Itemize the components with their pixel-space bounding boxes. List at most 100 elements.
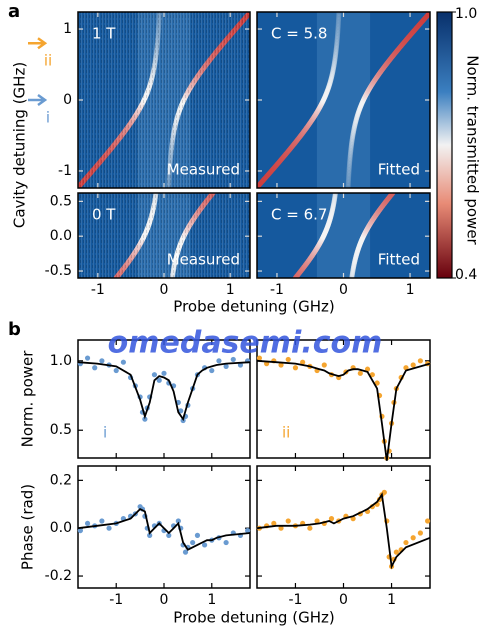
y-tick-label: -0.2 [45,568,72,584]
plot-frame [77,11,251,189]
x-tick-label: 1 [226,282,235,298]
heatmap [257,12,430,188]
y-tick-label: 0.2 [50,472,72,488]
data-point [424,518,431,524]
y-axis-label: Phase (rad) [19,484,37,570]
panel-tag: 1 T [92,25,116,43]
y-tick-label: 1 [63,21,72,37]
plot-frame [77,192,251,279]
x-tick-label: 1 [207,592,216,608]
data-point [190,539,196,546]
annotation: ii [282,424,290,442]
x-tick-label: 0 [339,592,348,608]
data-point [223,363,229,369]
data-point [328,516,335,522]
data-point [202,542,208,548]
data-point [166,532,172,538]
x-tick-label: 1 [387,592,396,608]
data-point [285,356,291,363]
data-point [393,549,399,555]
y-tick-label: -0.5 [45,263,72,279]
data-point [120,359,126,365]
plot-frame [77,465,251,589]
data-point [369,372,375,378]
data-point [178,408,184,414]
data-point [77,527,83,534]
data-point [209,367,215,374]
data-point [84,520,91,527]
data-point [403,365,409,371]
fit-line [77,508,251,551]
data-point [410,362,416,368]
x-tick-label: -1 [91,282,105,298]
colorbar [436,11,453,279]
data-point [278,362,284,368]
heatmap [78,12,250,188]
data-point [99,518,105,524]
panel-tag: Measured [167,161,240,179]
data-point [364,366,371,372]
colorbar-label: Norm. transmitted power [464,55,482,245]
data-point [410,535,416,541]
heatmap [257,193,430,278]
x-tick-label: 1 [406,282,415,298]
data-point [147,532,153,538]
plot-frame [256,11,431,189]
heatmap [78,193,250,278]
data-point [285,518,291,524]
fit-line [77,361,251,422]
heatmap-bg [257,12,430,188]
colorbar-tick-label: 0.4 [455,267,477,283]
plot-frame [256,465,431,589]
data-point [256,355,263,361]
data-point [99,358,105,364]
colorbar-tick-label: 1.0 [455,6,477,22]
plot-frame [77,339,251,459]
y-tick-label: 0.5 [50,193,72,209]
data-point [278,525,284,531]
data-point [245,527,251,534]
fit-line [256,492,431,570]
x-tick-label: 0 [160,592,169,608]
x-tick-label: -1 [288,592,302,608]
panel-tag: Measured [167,251,240,269]
arrow [28,93,48,107]
arrow [28,37,48,50]
panel-tag: Fitted [378,251,420,269]
data-point [161,370,167,376]
data-point [92,365,98,371]
data-point [151,372,158,378]
noise [78,193,250,278]
data-point [182,549,189,555]
heatmap-bg [257,193,430,278]
y-axis-label: Cavity detuning (GHz) [11,62,29,228]
y-axis-label: Norm. power [19,350,37,448]
data-point [357,370,363,376]
plot-frame [256,192,431,279]
x-tick-label: -1 [109,592,123,608]
panel-tag: 0 T [92,206,116,224]
y-tick-label: 0.0 [50,228,72,244]
annotation: ii [44,52,52,70]
x-tick-label: 0 [339,282,348,298]
panel-tag: C = 6.7 [271,206,327,224]
data-point [314,518,320,524]
data-point [307,525,313,531]
data-point [223,539,229,546]
noise [78,12,250,188]
data-point [417,530,423,536]
fit-line [256,359,431,461]
data-point [106,525,112,531]
data-point [374,380,380,386]
y-tick-label: 0 [63,92,72,108]
x-axis-label: Probe detuning (GHz) [173,298,334,316]
panel-tag: C = 5.8 [271,25,327,43]
data-point [381,489,387,495]
data-point [216,358,222,364]
plot-frame [256,339,431,459]
x-tick-label: -1 [270,282,284,298]
data-point [175,518,181,524]
y-tick-label: 0.0 [50,520,72,536]
panel-label: b [8,319,21,340]
